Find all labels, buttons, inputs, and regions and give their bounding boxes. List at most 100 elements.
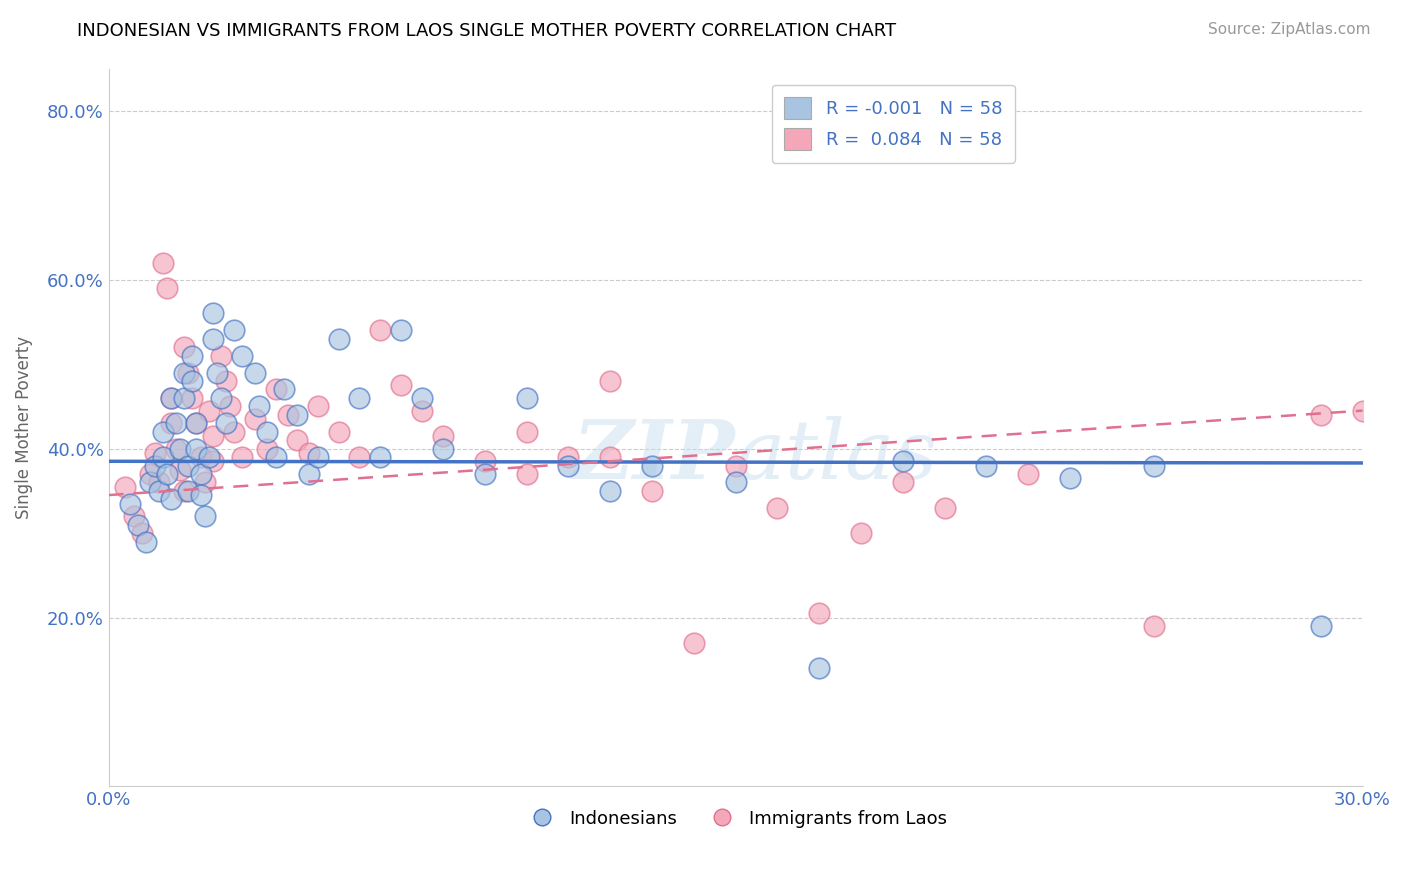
Point xyxy=(1351,403,1374,417)
Point xyxy=(599,483,621,498)
Point xyxy=(641,483,664,498)
Point xyxy=(891,454,914,468)
Point xyxy=(173,366,195,380)
Point xyxy=(1309,619,1331,633)
Point xyxy=(148,475,170,490)
Point xyxy=(177,366,200,380)
Point xyxy=(1309,408,1331,422)
Point xyxy=(186,417,208,431)
Point xyxy=(165,442,187,456)
Point xyxy=(976,458,998,473)
Point xyxy=(135,534,157,549)
Point xyxy=(214,417,236,431)
Point xyxy=(682,636,704,650)
Point xyxy=(557,458,579,473)
Point xyxy=(152,256,174,270)
Point xyxy=(222,323,245,337)
Point xyxy=(849,526,872,541)
Point xyxy=(214,374,236,388)
Point xyxy=(173,340,195,354)
Point xyxy=(202,332,225,346)
Point xyxy=(165,417,187,431)
Point xyxy=(264,450,287,464)
Point xyxy=(599,450,621,464)
Point xyxy=(432,442,454,456)
Point xyxy=(127,517,149,532)
Point xyxy=(432,429,454,443)
Point xyxy=(152,450,174,464)
Point xyxy=(177,458,200,473)
Point xyxy=(122,509,145,524)
Point xyxy=(368,323,391,337)
Point xyxy=(1017,467,1039,481)
Point xyxy=(139,467,162,481)
Point xyxy=(808,661,831,675)
Point xyxy=(143,446,166,460)
Point xyxy=(411,403,433,417)
Point xyxy=(143,458,166,473)
Point xyxy=(243,366,266,380)
Point xyxy=(186,417,208,431)
Point xyxy=(516,425,538,439)
Point xyxy=(247,400,270,414)
Point xyxy=(516,467,538,481)
Point xyxy=(207,366,229,380)
Point xyxy=(808,607,831,621)
Point xyxy=(190,450,212,464)
Point xyxy=(474,454,496,468)
Point xyxy=(152,425,174,439)
Point xyxy=(177,483,200,498)
Point xyxy=(218,400,240,414)
Point xyxy=(766,500,789,515)
Point xyxy=(211,391,233,405)
Y-axis label: Single Mother Poverty: Single Mother Poverty xyxy=(15,336,32,519)
Point xyxy=(160,492,183,507)
Point xyxy=(231,450,253,464)
Point xyxy=(186,442,208,456)
Text: ZIP: ZIP xyxy=(574,417,735,496)
Point xyxy=(169,442,191,456)
Point xyxy=(273,383,295,397)
Point xyxy=(474,467,496,481)
Point xyxy=(724,475,747,490)
Point xyxy=(307,400,329,414)
Point xyxy=(202,429,225,443)
Text: INDONESIAN VS IMMIGRANTS FROM LAOS SINGLE MOTHER POVERTY CORRELATION CHART: INDONESIAN VS IMMIGRANTS FROM LAOS SINGL… xyxy=(77,22,897,40)
Point xyxy=(328,332,350,346)
Point xyxy=(411,391,433,405)
Point xyxy=(118,496,141,510)
Point xyxy=(516,391,538,405)
Point xyxy=(285,408,308,422)
Point xyxy=(181,374,204,388)
Text: atlas: atlas xyxy=(735,417,938,496)
Point xyxy=(202,454,225,468)
Point xyxy=(194,509,217,524)
Point xyxy=(389,323,412,337)
Point xyxy=(1142,458,1164,473)
Point xyxy=(724,458,747,473)
Point xyxy=(307,450,329,464)
Point xyxy=(599,374,621,388)
Point xyxy=(298,446,321,460)
Point xyxy=(1059,471,1081,485)
Point xyxy=(243,412,266,426)
Point xyxy=(891,475,914,490)
Point xyxy=(298,467,321,481)
Point xyxy=(641,458,664,473)
Point xyxy=(131,526,153,541)
Point xyxy=(139,475,162,490)
Point xyxy=(285,433,308,447)
Point xyxy=(202,306,225,320)
Point xyxy=(190,467,212,481)
Point xyxy=(181,391,204,405)
Point xyxy=(169,463,191,477)
Point xyxy=(194,475,217,490)
Point xyxy=(114,480,136,494)
Point xyxy=(173,483,195,498)
Point xyxy=(557,450,579,464)
Point xyxy=(198,450,221,464)
Point xyxy=(173,391,195,405)
Point xyxy=(1142,619,1164,633)
Point xyxy=(156,281,179,295)
Point xyxy=(211,349,233,363)
